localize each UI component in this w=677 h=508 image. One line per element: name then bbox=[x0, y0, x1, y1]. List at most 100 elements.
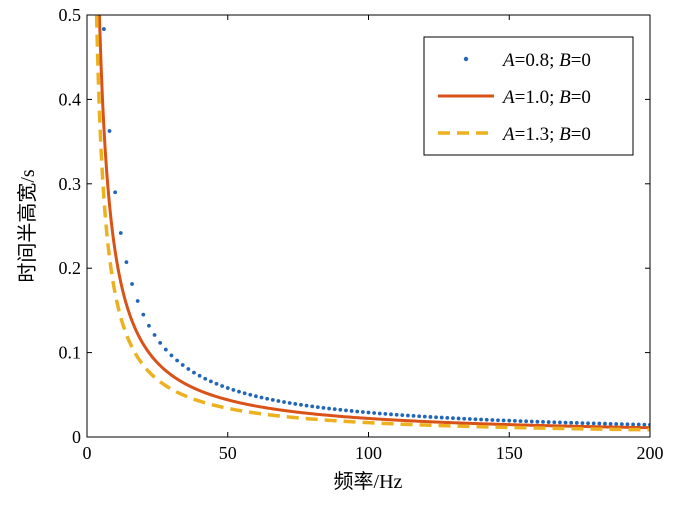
data-point bbox=[496, 418, 500, 423]
x-tick-label: 100 bbox=[355, 443, 382, 463]
data-point bbox=[299, 402, 303, 407]
legend-label: A=1.3; B=0 bbox=[501, 124, 591, 145]
data-point bbox=[484, 417, 489, 422]
legend: A=0.8; B=0 A=1.0; B=0 A=1.3; B=0 bbox=[423, 36, 634, 156]
series-layer bbox=[94, 15, 650, 432]
y-tick-label: 0.1 bbox=[59, 343, 82, 363]
data-point bbox=[141, 312, 146, 317]
x-tick-label: 50 bbox=[219, 443, 237, 463]
data-point bbox=[208, 379, 213, 384]
data-point bbox=[574, 421, 579, 425]
data-point bbox=[180, 363, 185, 367]
data-point bbox=[287, 401, 292, 405]
data-point bbox=[355, 409, 360, 414]
y-tick-label: 0.4 bbox=[59, 89, 82, 109]
data-point bbox=[389, 412, 393, 417]
data-point bbox=[169, 353, 174, 358]
data-point bbox=[580, 421, 585, 425]
data-point bbox=[259, 395, 264, 400]
data-point bbox=[152, 333, 157, 337]
data-point bbox=[507, 418, 512, 423]
data-point bbox=[118, 231, 123, 235]
data-point bbox=[479, 417, 483, 422]
legend-entry: A=1.0; B=0 bbox=[438, 87, 591, 108]
series-dashed bbox=[94, 15, 650, 432]
data-point bbox=[501, 418, 506, 423]
data-point bbox=[518, 419, 523, 424]
data-point bbox=[203, 376, 208, 381]
data-point bbox=[377, 411, 382, 416]
series-line bbox=[97, 15, 650, 430]
data-point bbox=[147, 323, 151, 328]
series-line bbox=[94, 15, 650, 432]
data-point bbox=[332, 407, 337, 412]
data-point bbox=[619, 422, 624, 427]
y-tick-label: 0.5 bbox=[59, 5, 82, 25]
data-point bbox=[360, 410, 365, 414]
data-point bbox=[231, 388, 236, 392]
data-point bbox=[597, 421, 602, 426]
data-point bbox=[220, 384, 225, 388]
data-point bbox=[366, 410, 371, 415]
data-point bbox=[467, 417, 472, 421]
data-point bbox=[282, 400, 286, 404]
data-point bbox=[344, 408, 348, 413]
data-point bbox=[158, 340, 163, 345]
data-point bbox=[546, 420, 551, 424]
data-point bbox=[529, 419, 534, 424]
legend-label: A=1.0; B=0 bbox=[501, 87, 591, 108]
series-solid bbox=[97, 15, 650, 430]
data-point bbox=[270, 398, 275, 402]
data-point bbox=[383, 412, 388, 416]
data-point bbox=[456, 416, 461, 421]
x-axis-label: 频率/Hz bbox=[334, 470, 403, 493]
data-point bbox=[608, 421, 613, 426]
data-point bbox=[394, 412, 399, 417]
y-axis-label: 时间半高宽/s bbox=[16, 169, 39, 283]
data-point bbox=[439, 415, 444, 420]
data-point bbox=[310, 404, 315, 409]
data-point bbox=[327, 406, 331, 411]
data-point bbox=[197, 373, 202, 378]
data-point bbox=[462, 416, 467, 421]
data-point bbox=[349, 409, 354, 413]
data-point bbox=[265, 396, 270, 401]
data-point bbox=[248, 392, 253, 397]
data-point bbox=[130, 282, 134, 286]
data-point bbox=[304, 403, 309, 408]
data-point bbox=[558, 420, 562, 425]
data-point bbox=[406, 413, 410, 418]
y-tick-label: 0.2 bbox=[59, 258, 82, 278]
data-point bbox=[563, 420, 568, 425]
legend-entry: A=1.3; B=0 bbox=[438, 124, 591, 145]
data-point bbox=[124, 260, 129, 265]
data-point bbox=[400, 413, 405, 418]
x-tick-label: 200 bbox=[637, 443, 664, 463]
y-tick-label: 0 bbox=[72, 427, 81, 447]
data-point bbox=[428, 415, 433, 419]
data-point bbox=[569, 420, 574, 425]
data-point bbox=[642, 422, 647, 427]
x-tick-label: 0 bbox=[83, 443, 92, 463]
data-point bbox=[473, 417, 478, 422]
data-point bbox=[586, 421, 590, 426]
data-point bbox=[321, 405, 326, 410]
data-point bbox=[192, 370, 196, 375]
data-point bbox=[636, 422, 641, 427]
data-point bbox=[237, 389, 241, 394]
legend-label: A=0.8; B=0 bbox=[501, 50, 591, 71]
data-point bbox=[614, 422, 619, 426]
data-point bbox=[293, 402, 298, 406]
data-point bbox=[411, 414, 416, 418]
data-point bbox=[417, 414, 422, 419]
data-point bbox=[541, 419, 545, 424]
data-point bbox=[524, 419, 529, 424]
data-point bbox=[631, 422, 636, 427]
data-point bbox=[434, 415, 438, 420]
data-point bbox=[186, 367, 191, 371]
data-point bbox=[242, 391, 247, 396]
data-point bbox=[603, 421, 607, 426]
data-point bbox=[315, 405, 320, 410]
data-point bbox=[552, 420, 557, 425]
data-point bbox=[107, 129, 112, 133]
